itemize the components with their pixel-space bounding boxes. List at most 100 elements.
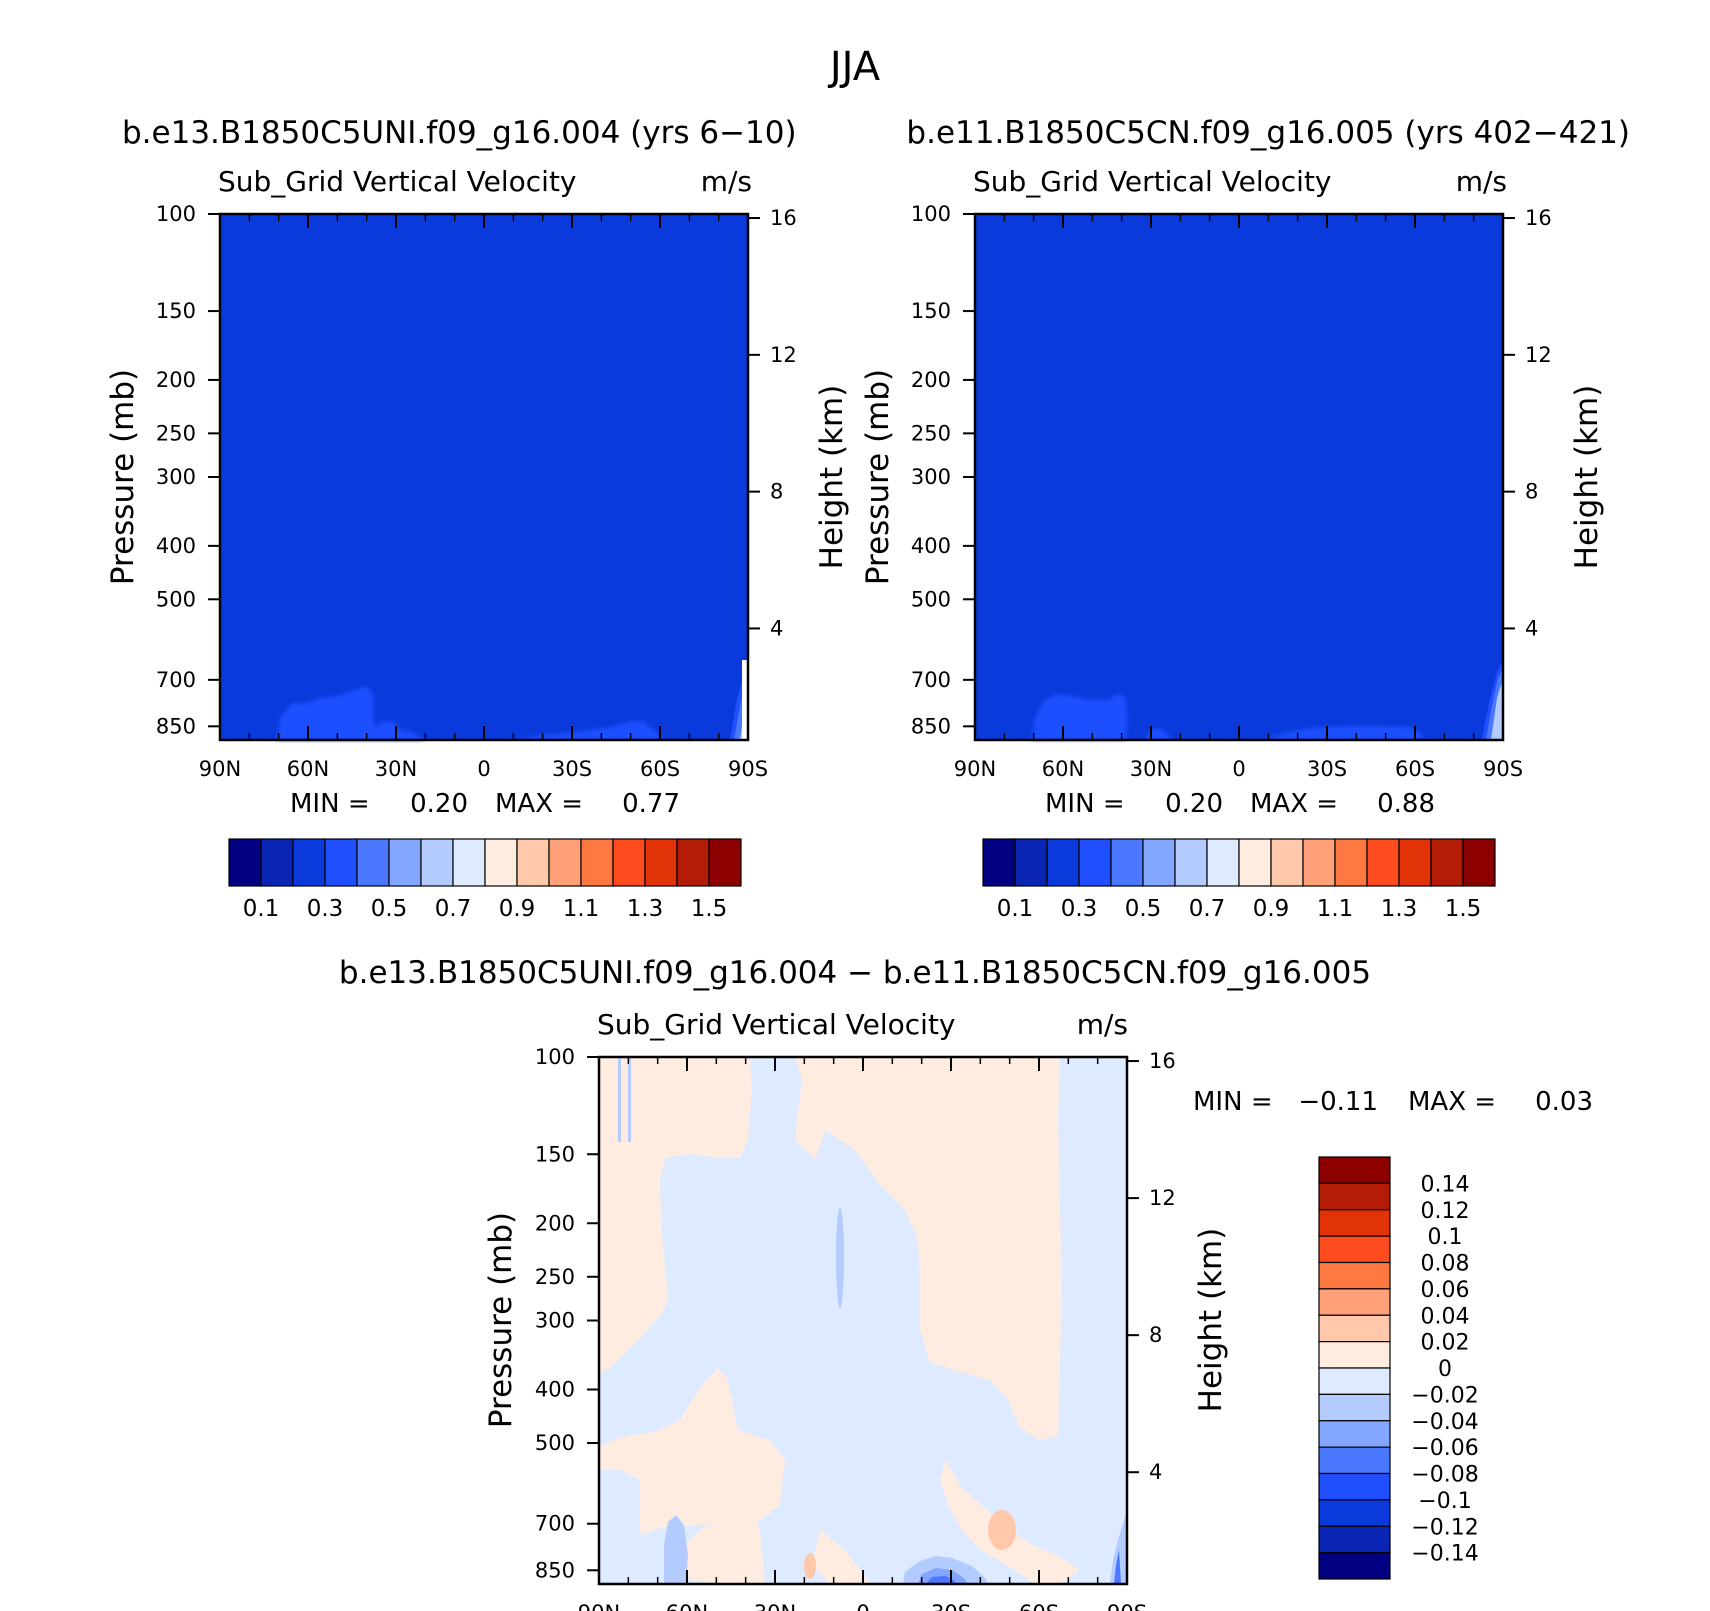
colorbar-swatch: [356, 838, 390, 887]
colorbar-swatch: [1462, 838, 1496, 887]
y-tick-label: 300: [535, 1309, 575, 1333]
panel-difference-min-label: MIN =: [1193, 1087, 1273, 1117]
panel-difference-level-neg0.06-neg0.08-region: [926, 1576, 956, 1584]
y2-tick-label: 4: [770, 616, 783, 640]
colorbar-swatch: [452, 838, 486, 887]
panel-difference-axes: 90N 60N 30N 0 30S 60S 90S 100 150 200 250 300 400 500…: [535, 1045, 1176, 1611]
colorbar-label: 0.5: [1125, 896, 1162, 922]
colorbar-swatch: [1318, 1182, 1391, 1211]
panel-difference: Sub_Grid Vertical Velocity m/s: [483, 1008, 1593, 1611]
colorbar-label: 0.5: [371, 896, 408, 922]
colorbar-label: 1.1: [1317, 896, 1354, 922]
y-tick-label: 250: [535, 1265, 575, 1289]
colorbar-label: 0.06: [1421, 1278, 1470, 1303]
panel-case-min-label: MIN =: [290, 789, 370, 819]
panel-control-field: [975, 214, 1503, 740]
panel-difference-max-value: 0.03: [1535, 1087, 1593, 1117]
colorbar-label: 1.1: [563, 896, 600, 922]
colorbar-swatch: [1318, 1288, 1391, 1316]
colorbar-swatch: [1430, 838, 1464, 887]
colorbar-swatch: [484, 838, 518, 887]
panel-case-y2label: Height (km): [814, 385, 850, 570]
panel-control-min-label: MIN =: [1045, 789, 1125, 819]
colorbar-swatch: [548, 838, 582, 887]
y-tick-label: 100: [535, 1045, 575, 1069]
panel-difference-level-0.02-0.04-region: [804, 1553, 816, 1579]
panel-difference-level-0-0.02-region: [795, 1057, 1062, 1440]
colorbar-label: 0.02: [1421, 1331, 1470, 1356]
colorbar-swatch: [292, 838, 326, 887]
panel-control-background: [975, 214, 1503, 740]
panel-difference-level-0-0.02-region: [812, 1530, 870, 1584]
colorbar-swatch: [1398, 838, 1432, 887]
colorbar-swatch: [982, 838, 1016, 887]
colorbar-label: −0.14: [1411, 1542, 1478, 1567]
y2-tick-label: 16: [1149, 1049, 1176, 1073]
y-tick-label: 100: [911, 202, 951, 226]
y2-tick-label: 4: [1525, 616, 1538, 640]
colorbar-label: 0.1: [243, 896, 280, 922]
colorbar-swatch: [388, 838, 422, 887]
x-tick-label: 90S: [728, 757, 768, 781]
y-tick-label: 150: [535, 1142, 575, 1166]
panel-difference-level-neg0.02-neg0.04-region: [618, 1057, 621, 1142]
panel-difference-min-value: −0.11: [1298, 1087, 1378, 1117]
x-tick-label: 60S: [1019, 1601, 1059, 1611]
panel-difference-field: [599, 1057, 1127, 1584]
colorbar-swatch: [644, 838, 678, 887]
y-tick-label: 150: [911, 299, 951, 323]
colorbar-label: 0.14: [1421, 1172, 1470, 1197]
y-tick-label: 700: [911, 668, 951, 692]
x-tick-label: 90S: [1483, 757, 1523, 781]
y-tick-label: 400: [156, 534, 196, 558]
y2-tick-label: 16: [1525, 206, 1552, 230]
panel-control-variable: Sub_Grid Vertical Velocity: [973, 165, 1332, 198]
x-tick-label: 90N: [199, 757, 241, 781]
colorbar-label: −0.02: [1411, 1383, 1478, 1408]
panel-case-level-0.3-region: [515, 721, 664, 740]
panel-difference-ylabel: Pressure (mb): [483, 1212, 519, 1428]
panel-control-max-label: MAX =: [1250, 789, 1338, 819]
y-tick-label: 200: [156, 368, 196, 392]
x-tick-label: 60N: [666, 1601, 708, 1611]
colorbar-swatch: [1270, 838, 1304, 887]
panel-case: Sub_Grid Vertical Velocity m/s 90N 60N 30N…: [105, 165, 850, 922]
y-tick-label: 850: [911, 714, 951, 738]
y2-tick-label: 8: [1149, 1323, 1162, 1347]
x-tick-label: 0: [477, 757, 490, 781]
x-tick-label: 90N: [954, 757, 996, 781]
x-tick-label: 90S: [1107, 1601, 1147, 1611]
y2-tick-label: 16: [770, 206, 797, 230]
colorbar-swatch: [1238, 838, 1272, 887]
colorbar-swatch: [1318, 1341, 1391, 1369]
panel-difference-y2label: Height (km): [1193, 1228, 1229, 1413]
panel-difference-level-neg0.02-neg0.04-region: [836, 1208, 844, 1308]
colorbar-label: −0.06: [1411, 1436, 1478, 1461]
y-tick-label: 100: [156, 202, 196, 226]
y-tick-label: 400: [535, 1378, 575, 1402]
panel-control-colorbar: 0.1 0.3 0.5 0.7 0.9 1.1 1.3 1.5: [982, 838, 1496, 922]
panel-difference-level-neg0.06-neg0.08-region: [1114, 1550, 1121, 1584]
panel-control-level-0.7-region: [1491, 680, 1503, 740]
x-tick-label: 30S: [931, 1601, 971, 1611]
x-tick-label: 0: [1232, 757, 1245, 781]
colorbar-label: 0.3: [1061, 896, 1098, 922]
panel-case-colorbar: 0.1 0.3 0.5 0.7 0.9 1.1 1.3 1.5: [228, 838, 742, 922]
colorbar-swatch: [1110, 838, 1144, 887]
panel-difference-level-neg0.02-neg0.04-region: [664, 1515, 688, 1584]
colorbar-label: −0.08: [1411, 1463, 1478, 1488]
colorbar-swatch: [1318, 1420, 1391, 1448]
colorbar-swatch: [324, 838, 358, 887]
colorbar-swatch: [1334, 838, 1368, 887]
y2-tick-label: 12: [1149, 1186, 1176, 1210]
diff-title: b.e13.B1850C5UNI.f09_g16.004 − b.e11.B18…: [339, 955, 1371, 991]
panel-case-ylabel: Pressure (mb): [105, 369, 141, 585]
y-tick-label: 250: [911, 421, 951, 445]
colorbar-label: 0.9: [1253, 896, 1290, 922]
y-tick-label: 500: [156, 587, 196, 611]
x-tick-label: 60S: [640, 757, 680, 781]
x-tick-label: 0: [856, 1601, 869, 1611]
x-tick-label: 30N: [1130, 757, 1172, 781]
y-tick-label: 500: [911, 587, 951, 611]
y-tick-label: 200: [535, 1211, 575, 1235]
